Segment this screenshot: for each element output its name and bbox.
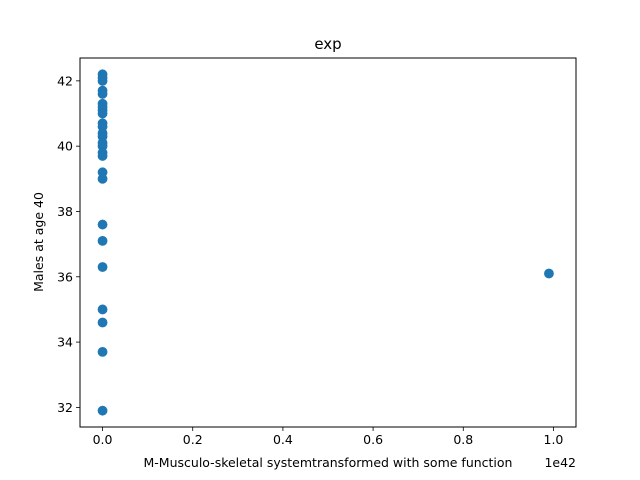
data-point [97, 304, 108, 315]
x-tick-label: 0.0 [93, 432, 113, 447]
x-tick-label: 0.6 [363, 432, 383, 447]
y-tick-label: 32 [57, 400, 73, 415]
data-point [97, 173, 108, 184]
x-tick-label: 0.2 [183, 432, 203, 447]
x-tick-label: 0.8 [453, 432, 473, 447]
data-point [97, 151, 108, 161]
data-point [97, 219, 108, 230]
y-tick-label: 38 [57, 204, 73, 219]
y-tick-label: 40 [57, 139, 73, 154]
x-tick-label: 1.0 [544, 432, 564, 447]
y-tick-label: 42 [57, 73, 73, 88]
y-tick-label: 36 [57, 269, 73, 284]
x-axis-offset-label: 1e42 [544, 455, 576, 470]
y-tick-label: 34 [57, 335, 73, 350]
data-point [97, 262, 108, 272]
data-point [97, 89, 108, 99]
data-point [97, 346, 108, 357]
data-point [97, 317, 108, 328]
data-point [97, 405, 108, 416]
data-point [97, 75, 108, 86]
data-point [544, 268, 554, 279]
data-point [97, 235, 108, 246]
y-axis-label: Males at age 40 [31, 192, 46, 292]
x-axis-label: M-Musculo-skeletal systemtransformed wit… [144, 455, 513, 470]
chart-title: exp [314, 35, 341, 53]
x-axis-ticks: 0.0 0.2 0.4 0.6 0.8 1.0 [93, 427, 564, 447]
axes-frame [79, 57, 577, 428]
data-point [97, 108, 108, 119]
y-axis-ticks: 32 34 36 38 40 42 [57, 73, 80, 415]
x-tick-label: 0.4 [273, 432, 293, 447]
data-points [97, 69, 554, 416]
